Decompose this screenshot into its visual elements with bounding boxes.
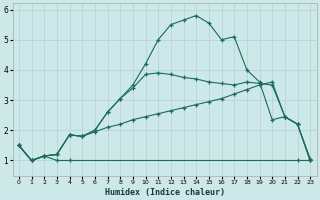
X-axis label: Humidex (Indice chaleur): Humidex (Indice chaleur) xyxy=(105,188,225,197)
